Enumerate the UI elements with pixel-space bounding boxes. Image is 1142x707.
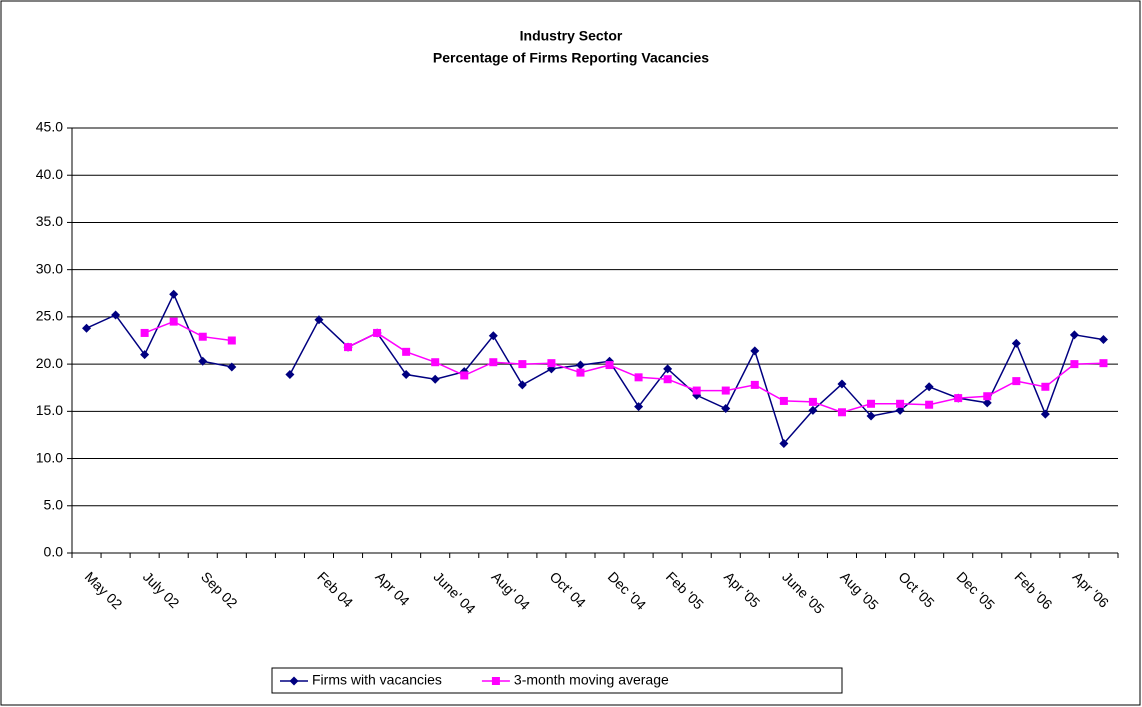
marker — [1098, 335, 1108, 345]
marker — [924, 382, 934, 392]
y-tick-label: 25.0 — [36, 308, 63, 324]
marker — [779, 396, 788, 405]
marker — [430, 374, 440, 384]
marker — [82, 323, 92, 333]
marker — [169, 317, 178, 326]
marker — [808, 405, 818, 415]
marker — [837, 408, 846, 417]
marker — [489, 358, 498, 367]
marker — [289, 676, 299, 686]
marker — [692, 386, 701, 395]
marker — [983, 392, 992, 401]
marker — [866, 411, 876, 421]
marker — [576, 368, 585, 377]
marker — [721, 386, 730, 395]
legend: Firms with vacancies 3-month moving avera… — [271, 667, 843, 694]
marker — [431, 358, 440, 367]
marker — [954, 394, 963, 403]
marker — [373, 328, 382, 337]
marker — [285, 370, 295, 379]
marker — [634, 373, 643, 382]
marker — [517, 380, 527, 390]
marker — [518, 360, 527, 369]
chart-subtitle: Percentage of Firms Reporting Vacancies — [433, 50, 709, 66]
marker — [575, 360, 585, 370]
marker — [1040, 409, 1050, 419]
y-tick-label: 45.0 — [36, 119, 63, 135]
y-tick-label: 0.0 — [44, 544, 64, 560]
y-tick-label: 40.0 — [36, 166, 63, 182]
marker — [634, 402, 644, 412]
marker — [779, 438, 789, 448]
marker — [169, 289, 179, 299]
marker — [1070, 360, 1079, 369]
marker — [925, 400, 934, 409]
y-tick-label: 20.0 — [36, 355, 63, 371]
marker — [314, 315, 324, 325]
marker — [663, 375, 672, 384]
y-tick-label: 5.0 — [44, 496, 64, 512]
marker — [140, 350, 150, 360]
marker — [837, 379, 847, 389]
marker — [491, 677, 500, 685]
marker — [547, 359, 556, 368]
marker — [344, 343, 353, 352]
marker — [1099, 359, 1108, 368]
marker — [198, 332, 207, 341]
marker — [663, 364, 673, 374]
marker — [140, 328, 149, 337]
marker — [401, 370, 411, 379]
marker — [867, 399, 876, 408]
marker — [227, 336, 236, 345]
marker — [1011, 338, 1021, 348]
marker — [227, 362, 237, 372]
legend-label: Firms with vacancies — [312, 672, 442, 688]
marker — [198, 356, 208, 366]
marker — [808, 397, 817, 406]
marker — [1069, 330, 1079, 340]
chart-title: Industry Sector — [520, 28, 623, 44]
marker — [896, 399, 905, 408]
marker — [111, 310, 121, 320]
legend-box — [271, 667, 843, 694]
marker — [895, 405, 905, 415]
marker — [402, 347, 411, 356]
y-tick-label: 10.0 — [36, 449, 63, 465]
marker — [605, 361, 614, 370]
marker — [750, 346, 760, 356]
y-tick-label: 35.0 — [36, 213, 63, 229]
legend-label: 3-month moving average — [514, 672, 669, 688]
marker — [1041, 382, 1050, 391]
y-tick-label: 30.0 — [36, 260, 63, 276]
y-tick-label: 15.0 — [36, 402, 63, 418]
marker — [982, 398, 992, 408]
marker — [460, 371, 469, 380]
marker — [750, 380, 759, 389]
marker — [721, 404, 731, 413]
marker — [1012, 377, 1021, 386]
marker — [488, 331, 498, 341]
